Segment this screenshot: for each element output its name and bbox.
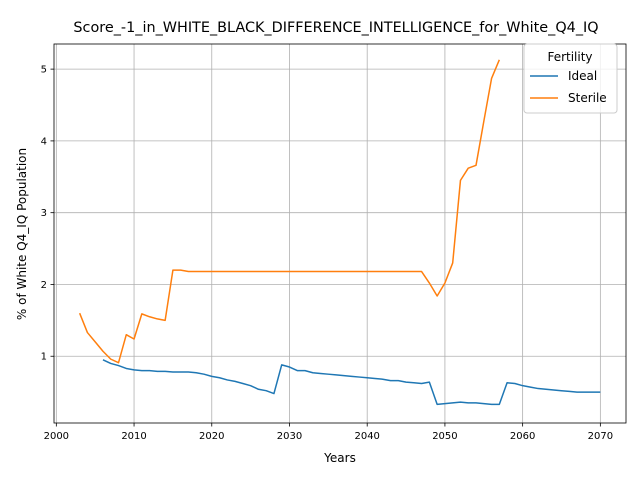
x-tick-label: 2050 [432,431,457,442]
y-tick-label: 1 [41,352,47,363]
legend-frame [523,43,618,114]
chart-title: Score_-1_in_WHITE_BLACK_DIFFERENCE_INTEL… [73,20,598,36]
x-tick-label: 2030 [277,431,302,442]
legend-title: Fertility [547,50,592,64]
x-tick-label: 2040 [354,431,379,442]
x-tick-label: 2060 [510,431,535,442]
x-tick-label: 2010 [121,431,146,442]
x-axis-label: Years [323,451,356,465]
x-tick-label: 2000 [44,431,69,442]
axes: 2000 2010 2020 2030 2040 2050 2060 2070 1 2 3 4 5 [41,43,627,442]
y-tick-label: 3 [41,208,47,219]
series-line-ideal [102,359,601,406]
y-tick-label: 5 [41,65,47,76]
legend-label-ideal: Ideal [568,69,597,83]
series-line-sterile [78,59,501,364]
legend: Fertility Ideal Sterile [523,43,618,114]
legend-label-sterile: Sterile [568,91,607,105]
y-tick-label: 2 [41,280,47,291]
y-tick-label: 4 [41,136,47,147]
y-axis-label: % of White Q4_IQ Population [15,148,29,320]
x-tick-label: 2070 [588,431,613,442]
plot-frame [53,43,627,424]
series-lines [78,59,601,406]
x-tick-label: 2020 [199,431,224,442]
